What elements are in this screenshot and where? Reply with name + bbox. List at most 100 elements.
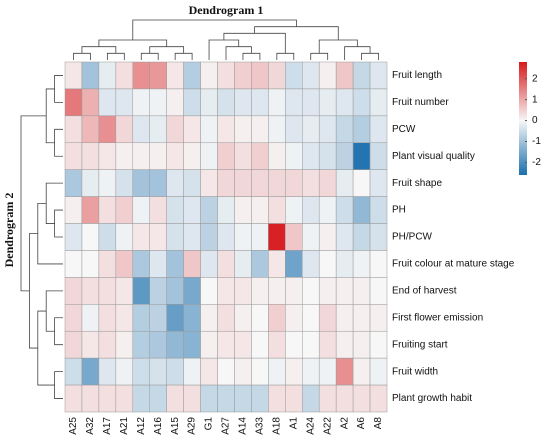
cell <box>318 304 337 332</box>
cell <box>166 357 184 386</box>
cell <box>318 250 337 278</box>
cell <box>115 357 134 386</box>
cell <box>166 142 184 170</box>
cell <box>318 169 337 197</box>
dendrogram-branch <box>208 39 240 60</box>
cell <box>285 250 303 278</box>
cell <box>149 384 167 413</box>
cell <box>183 330 201 359</box>
cell <box>217 304 235 332</box>
cell <box>369 357 388 386</box>
cell <box>302 196 320 224</box>
cell <box>335 250 354 278</box>
cell <box>115 223 134 251</box>
cell <box>217 115 235 144</box>
cell <box>217 142 235 170</box>
col-label: A8 <box>373 417 384 430</box>
cell <box>149 250 167 278</box>
row-label: Fruiting start <box>392 339 448 350</box>
cell <box>81 223 100 251</box>
cell <box>268 142 286 170</box>
cell <box>64 142 83 170</box>
cell <box>302 330 320 359</box>
cell <box>268 277 286 305</box>
chart-title: Dendrogram 1 <box>189 3 264 17</box>
cell <box>352 357 371 386</box>
cell <box>285 277 303 305</box>
cell <box>149 169 167 197</box>
cell <box>149 330 167 359</box>
row-label: PCW <box>392 124 416 135</box>
colorbar-label: 2 <box>532 73 538 84</box>
cell <box>81 115 100 144</box>
cell <box>234 142 252 170</box>
col-label: G1 <box>204 417 215 431</box>
cell <box>217 330 235 359</box>
col-label: A6 <box>356 417 367 430</box>
cell <box>81 384 100 413</box>
cell <box>98 384 117 413</box>
cell <box>200 357 218 386</box>
dendrogram-branch <box>344 46 371 60</box>
cell <box>200 115 218 144</box>
col-label: A33 <box>255 417 266 435</box>
cell <box>302 115 320 144</box>
cell <box>234 196 252 224</box>
cell <box>285 88 303 117</box>
cell <box>285 330 303 359</box>
cell <box>81 142 100 170</box>
cell <box>166 115 184 144</box>
cell <box>98 277 117 305</box>
cell <box>81 88 100 117</box>
cell <box>302 304 320 332</box>
cell <box>115 142 134 170</box>
cell <box>285 196 303 224</box>
dendrogram-branch <box>54 75 63 103</box>
col-label: A27 <box>221 417 232 435</box>
cell <box>149 88 167 117</box>
dendrogram-branch <box>132 19 297 40</box>
cell <box>251 169 269 197</box>
cell <box>149 357 167 386</box>
cell <box>183 304 201 332</box>
colorbar <box>519 62 527 175</box>
cell <box>115 330 134 359</box>
cell <box>132 277 150 305</box>
cell <box>81 357 100 386</box>
cell <box>302 142 320 170</box>
cell <box>183 384 201 413</box>
cell <box>217 277 235 305</box>
cell <box>285 223 303 251</box>
cell <box>352 88 371 117</box>
col-label: A18 <box>271 417 282 435</box>
cell <box>217 384 235 413</box>
cell <box>132 250 150 278</box>
cell <box>251 277 269 305</box>
cell <box>302 384 320 413</box>
cell <box>115 196 134 224</box>
cell <box>335 223 354 251</box>
cell <box>318 61 337 90</box>
cell <box>335 61 354 90</box>
cell <box>285 304 303 332</box>
cell <box>251 88 269 117</box>
cell <box>369 196 388 224</box>
cell <box>285 357 303 386</box>
dendrogram-branch <box>106 52 125 60</box>
dendrogram-branch <box>73 52 91 60</box>
y-title: Dendrogram 2 <box>2 193 16 268</box>
cell <box>251 330 269 359</box>
cell <box>64 357 83 386</box>
cell <box>302 223 320 251</box>
cell <box>132 196 150 224</box>
cell <box>200 61 218 90</box>
cell <box>217 61 235 90</box>
cell <box>200 223 218 251</box>
cell <box>369 384 388 413</box>
cell <box>268 169 286 197</box>
cell <box>132 330 150 359</box>
cell <box>369 142 388 170</box>
cell <box>335 88 354 117</box>
cell <box>98 330 117 359</box>
cell <box>302 250 320 278</box>
